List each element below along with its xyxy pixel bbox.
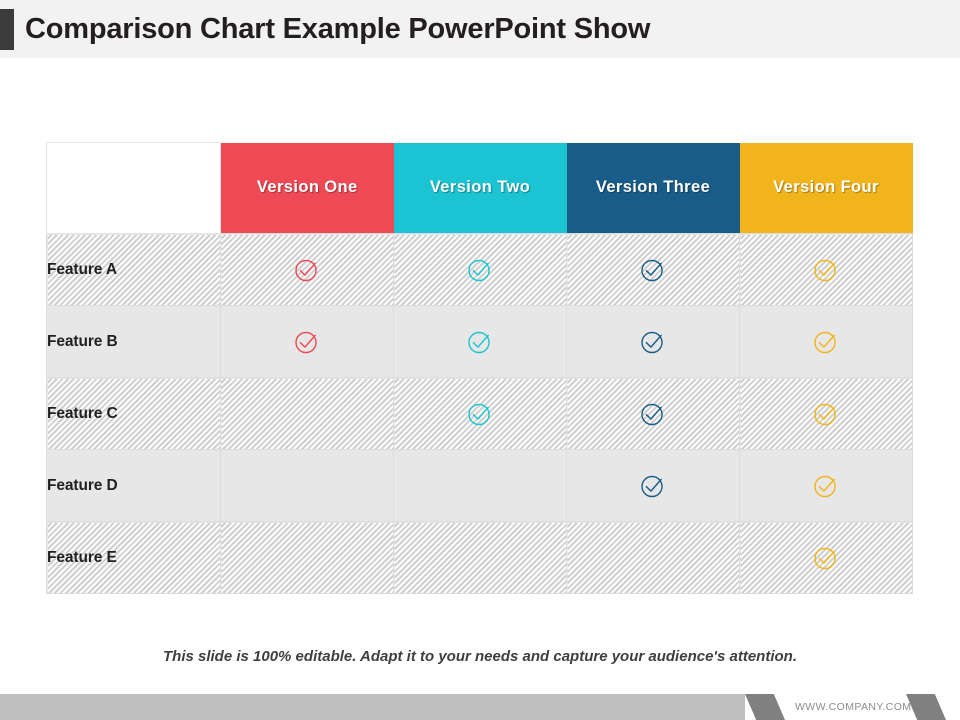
check-circle-icon	[295, 331, 317, 353]
check-circle-icon	[641, 475, 663, 497]
check-circle-icon	[641, 331, 663, 353]
cell-feature-d-version-three	[566, 449, 740, 522]
cell-feature-a-version-two	[393, 233, 567, 306]
footer-band: WWW.COMPANY.COM	[0, 694, 960, 720]
row-label-feature-c: Feature C	[46, 377, 221, 450]
page-title: Comparison Chart Example PowerPoint Show	[25, 12, 651, 45]
title-accent-bar	[0, 8, 14, 50]
check-circle-icon	[468, 259, 490, 281]
check-circle-icon	[641, 403, 663, 425]
cell-feature-c-version-one	[220, 377, 394, 450]
comparison-table-wrapper: Version One Version Two Version Three Ve…	[46, 142, 913, 594]
check-circle-icon	[814, 331, 836, 353]
row-label-feature-a: Feature A	[46, 233, 221, 306]
cell-feature-a-version-four	[739, 233, 913, 306]
column-header-version-three[interactable]: Version Three	[566, 142, 740, 234]
cell-feature-b-version-two	[393, 305, 567, 378]
cell-feature-b-version-one	[220, 305, 394, 378]
check-circle-icon	[468, 331, 490, 353]
check-circle-icon	[641, 259, 663, 281]
cell-feature-b-version-three	[566, 305, 740, 378]
cell-feature-c-version-two	[393, 377, 567, 450]
check-circle-icon	[814, 475, 836, 497]
cell-feature-d-version-four	[739, 449, 913, 522]
slide-caption: This slide is 100% editable. Adapt it to…	[163, 648, 797, 665]
table-row: Feature E	[46, 521, 913, 594]
cell-feature-b-version-four	[739, 305, 913, 378]
cell-feature-e-version-one	[220, 521, 394, 594]
table-row: Feature B	[46, 305, 913, 378]
table-row: Feature A	[46, 233, 913, 306]
table-header: Version One Version Two Version Three Ve…	[46, 142, 913, 234]
check-circle-icon	[814, 547, 836, 569]
column-header-version-two[interactable]: Version Two	[393, 142, 567, 234]
cell-feature-c-version-three	[566, 377, 740, 450]
header-corner-cell	[46, 142, 221, 234]
check-circle-icon	[814, 259, 836, 281]
cell-feature-c-version-four	[739, 377, 913, 450]
cell-feature-a-version-three	[566, 233, 740, 306]
title-band: Comparison Chart Example PowerPoint Show	[0, 0, 960, 58]
cell-feature-e-version-four	[739, 521, 913, 594]
column-header-version-one[interactable]: Version One	[220, 142, 394, 234]
check-circle-icon	[814, 403, 836, 425]
table-row: Feature C	[46, 377, 913, 450]
row-label-feature-e: Feature E	[46, 521, 221, 594]
row-label-feature-b: Feature B	[46, 305, 221, 378]
check-circle-icon	[468, 403, 490, 425]
table-header-row: Version One Version Two Version Three Ve…	[46, 142, 913, 234]
comparison-table: Version One Version Two Version Three Ve…	[46, 142, 913, 594]
table-body: Feature A Feature B Feature C Feature D Feat…	[46, 233, 913, 594]
check-circle-icon	[295, 259, 317, 281]
footer-url[interactable]: WWW.COMPANY.COM	[795, 701, 912, 713]
cell-feature-d-version-one	[220, 449, 394, 522]
table-row: Feature D	[46, 449, 913, 522]
cell-feature-d-version-two	[393, 449, 567, 522]
row-label-feature-d: Feature D	[46, 449, 221, 522]
column-header-version-four[interactable]: Version Four	[739, 142, 913, 234]
cell-feature-e-version-three	[566, 521, 740, 594]
cell-feature-a-version-one	[220, 233, 394, 306]
cell-feature-e-version-two	[393, 521, 567, 594]
